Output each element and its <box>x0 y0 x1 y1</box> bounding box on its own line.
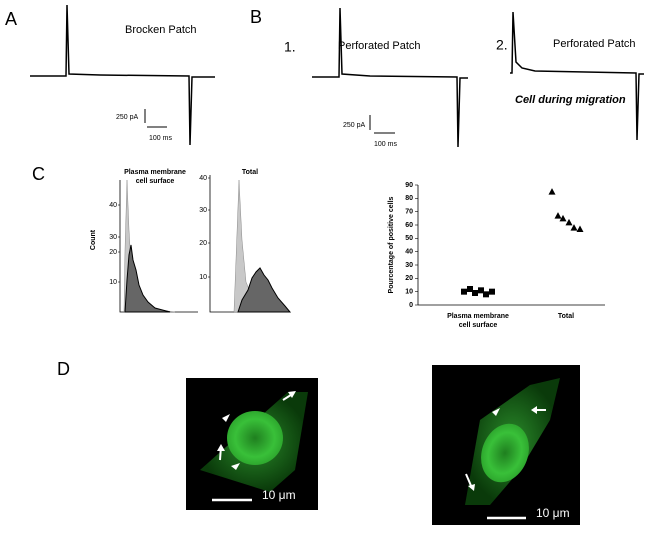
scale-label: 100 ms <box>374 141 397 148</box>
axis-title: Pourcentage of positive cells <box>388 196 395 293</box>
data-point <box>548 188 556 195</box>
y-tick-label: 20 <box>199 240 207 247</box>
y-tick-label: 20 <box>405 275 413 282</box>
nucleus <box>227 411 283 465</box>
x-tick-label: cell surface <box>459 322 498 329</box>
panel-label: B <box>250 7 262 27</box>
data-point <box>478 287 484 294</box>
histogram-title: Total <box>242 169 258 176</box>
scale-label: 100 ms <box>149 135 172 142</box>
y-tick-label: 30 <box>109 234 117 241</box>
y-tick-label: 90 <box>405 182 413 189</box>
histogram-title: cell surface <box>136 178 175 185</box>
panel-label: C <box>32 164 45 184</box>
y-tick-label: 40 <box>109 202 117 209</box>
y-tick-label: 40 <box>199 175 207 182</box>
y-tick-label: 10 <box>109 279 117 286</box>
data-point <box>461 288 467 295</box>
axis-title: Count <box>90 229 97 250</box>
trace-title: Perforated Patch <box>338 40 421 52</box>
x-tick-label: Total <box>558 313 574 320</box>
data-point <box>472 290 478 296</box>
y-tick-label: 70 <box>405 209 413 216</box>
y-tick-label: 80 <box>405 195 413 202</box>
data-point <box>570 224 578 231</box>
panel-label: A <box>5 9 17 29</box>
data-point <box>565 218 573 226</box>
y-tick-label: 10 <box>199 274 207 281</box>
x-tick-label: Plasma membrane <box>447 313 509 320</box>
data-point <box>467 286 473 292</box>
histogram-fill <box>237 267 292 313</box>
arrowhead <box>492 408 500 416</box>
data-point <box>576 225 584 232</box>
scale-label: 10 μm <box>536 506 570 520</box>
current-trace <box>510 11 644 141</box>
y-tick-label: 10 <box>405 289 413 296</box>
y-tick-label: 40 <box>405 249 413 256</box>
trace-title: Perforated Patch <box>553 38 636 50</box>
y-tick-label: 30 <box>405 262 413 269</box>
y-tick-label: 30 <box>199 207 207 214</box>
y-tick-label: 20 <box>109 249 117 256</box>
panel-label: D <box>57 359 70 379</box>
panel-number: 1. <box>284 39 296 55</box>
scale-label: 250 pA <box>116 114 139 121</box>
current-trace <box>30 4 215 146</box>
trace-note: Cell during migration <box>515 94 626 106</box>
nucleus <box>481 423 529 483</box>
data-point <box>483 291 489 298</box>
data-point <box>559 214 567 222</box>
current-trace <box>312 7 468 148</box>
scale-label: 250 pA <box>343 122 366 129</box>
y-tick-label: 60 <box>405 222 413 229</box>
y-tick-label: 50 <box>405 235 413 242</box>
histogram-fill <box>124 244 171 313</box>
data-point <box>554 212 562 219</box>
y-tick-label: 0 <box>409 302 413 309</box>
scale-label: 10 μm <box>262 488 296 502</box>
panel-number: 2. <box>496 37 508 53</box>
trace-title: Brocken Patch <box>125 24 197 36</box>
histogram-title: Plasma membrane <box>124 169 186 176</box>
data-point <box>489 288 495 295</box>
arrowhead <box>222 414 240 470</box>
